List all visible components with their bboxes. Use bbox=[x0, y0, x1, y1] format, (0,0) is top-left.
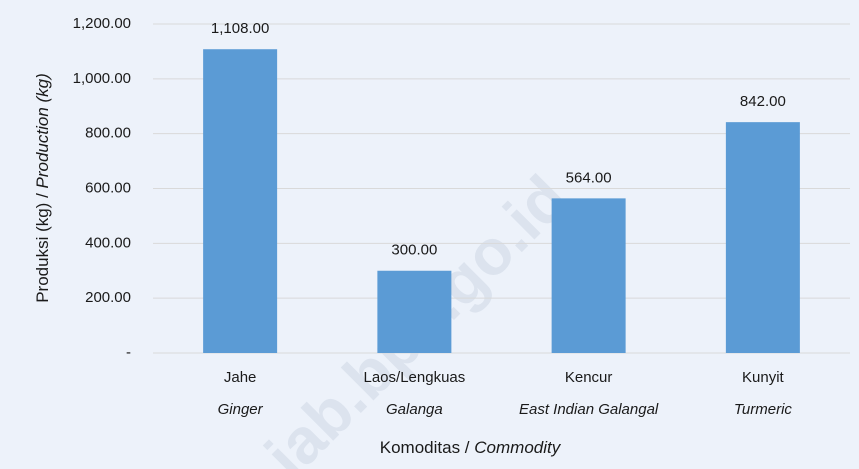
bar bbox=[377, 270, 452, 353]
y-label-main: Produksi (kg) / bbox=[33, 188, 52, 302]
y-tick-label: 1,200.00 bbox=[73, 15, 131, 32]
y-tick-label: 800.00 bbox=[85, 125, 131, 142]
y-tick-label: 1,000.00 bbox=[73, 70, 131, 87]
y-axis-label: Produksi (kg) / Production (kg) bbox=[33, 73, 52, 303]
y-tick-label: 600.00 bbox=[85, 179, 131, 196]
x-tick-label: Kencur bbox=[565, 369, 613, 386]
x-tick-translation: East Indian Galangal bbox=[519, 401, 659, 418]
x-tick-label: Kunyit bbox=[742, 369, 785, 386]
x-tick-label: Jahe bbox=[224, 369, 257, 386]
y-tick-label: 400.00 bbox=[85, 234, 131, 251]
x-label-main: Komoditas / bbox=[380, 438, 475, 457]
x-tick-translation: Ginger bbox=[218, 401, 264, 418]
bar bbox=[725, 122, 800, 353]
y-label-italic: Production (kg) bbox=[33, 73, 52, 188]
value-label: 564.00 bbox=[566, 169, 612, 186]
x-tick-label: Laos/Lengkuas bbox=[364, 369, 466, 386]
bar bbox=[551, 198, 626, 353]
value-label: 842.00 bbox=[740, 93, 786, 110]
value-label: 300.00 bbox=[391, 242, 437, 259]
x-tick-translation: Galanga bbox=[386, 401, 443, 418]
x-axis-label: Komoditas / Commodity bbox=[380, 438, 562, 457]
bar bbox=[203, 49, 278, 354]
value-label: 1,108.00 bbox=[211, 20, 269, 37]
y-tick-label: - bbox=[126, 344, 131, 361]
x-tick-translation: Turmeric bbox=[734, 401, 793, 418]
y-tick-label: 200.00 bbox=[85, 289, 131, 306]
x-label-italic: Commodity bbox=[474, 438, 561, 457]
